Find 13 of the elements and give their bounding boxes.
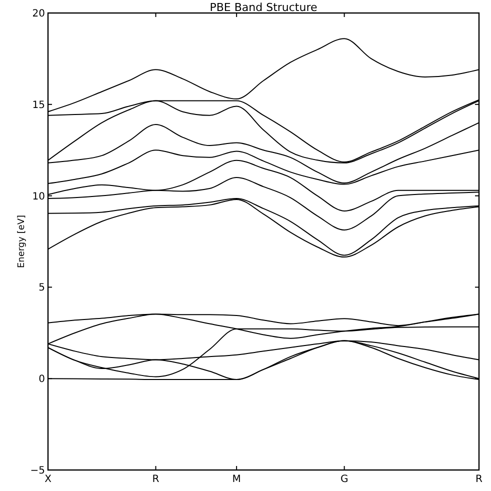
y-tick-label: 10 (32, 191, 45, 202)
chart-title: PBE Band Structure (210, 1, 318, 14)
x-tick-label: R (152, 474, 160, 485)
y-tick-label: 20 (32, 8, 45, 20)
y-axis-title: Energy [eV] (17, 214, 27, 268)
x-tick-label: R (476, 474, 483, 485)
y-tick-label: 0 (38, 374, 45, 386)
y-tick-label: −5 (30, 466, 45, 476)
x-tick-label: X (44, 474, 52, 485)
x-tick-label: M (232, 474, 241, 485)
x-tick-label: G (340, 474, 348, 485)
y-tick-label: 5 (38, 282, 45, 294)
y-tick-label: 15 (32, 100, 45, 111)
